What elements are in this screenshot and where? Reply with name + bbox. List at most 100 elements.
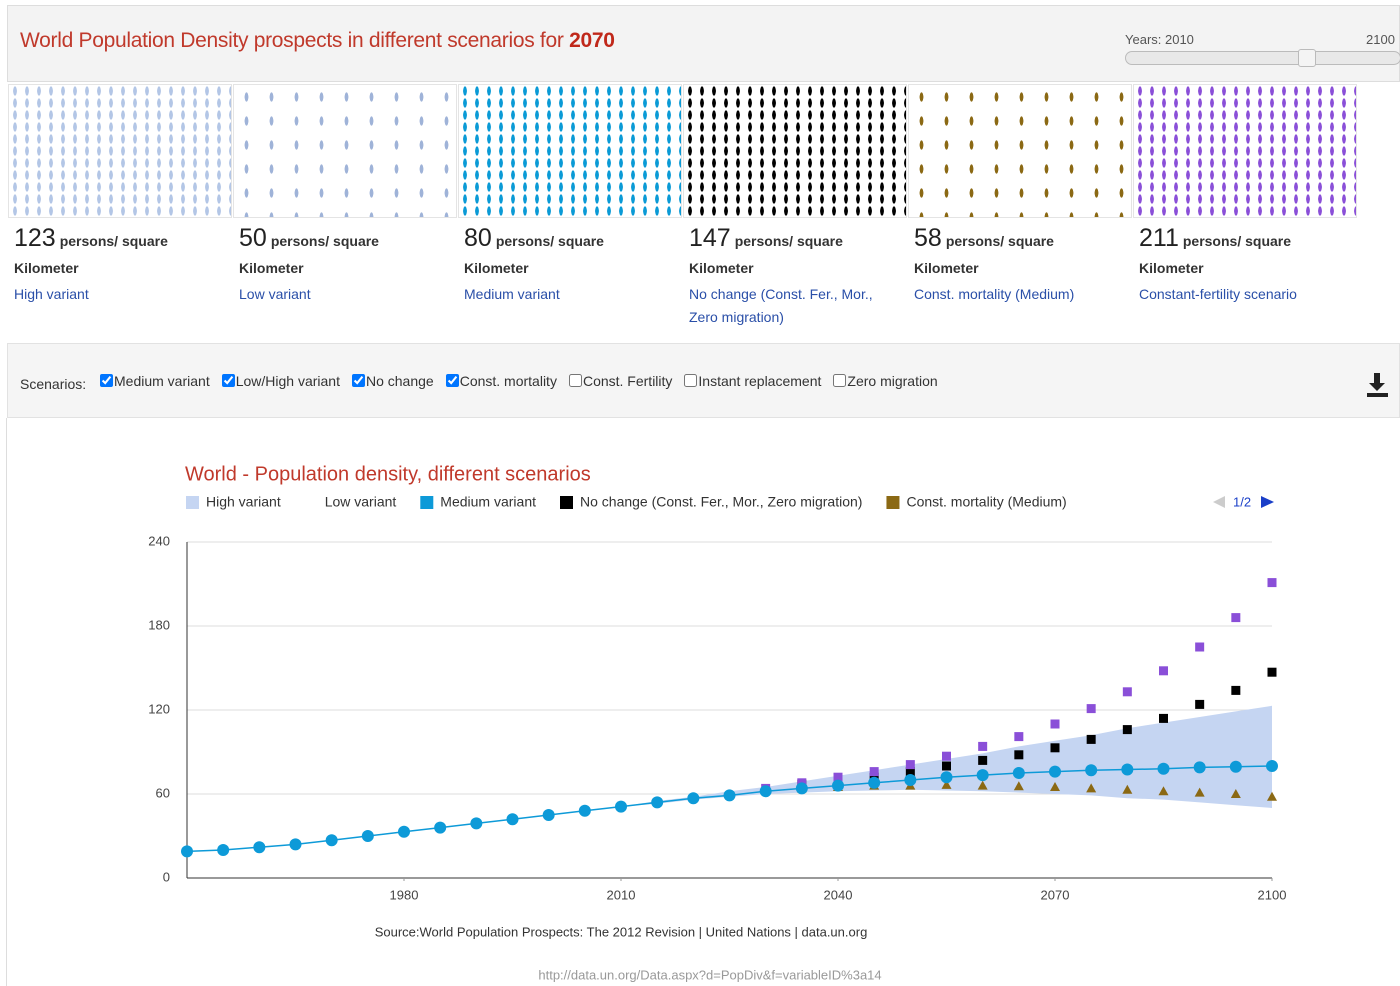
download-icon[interactable]	[1366, 371, 1390, 399]
point	[1159, 666, 1168, 676]
point	[1158, 786, 1169, 796]
point	[1086, 704, 1096, 714]
point	[1194, 787, 1205, 797]
point	[1086, 783, 1097, 793]
point	[1230, 789, 1241, 798]
card-value: 123 persons/ square	[14, 224, 168, 253]
point	[1050, 782, 1060, 791]
x-tick-label: 2070	[1041, 887, 1070, 902]
point	[868, 776, 881, 789]
card-number: 50	[239, 224, 267, 252]
point	[1159, 713, 1168, 723]
point	[687, 792, 700, 805]
point	[941, 779, 952, 789]
scenario-checkbox[interactable]	[351, 374, 365, 387]
point	[1122, 687, 1132, 697]
point	[1231, 685, 1241, 695]
point	[1229, 760, 1242, 773]
stat-card: 80 persons/ square Kilometer Medium variant	[458, 84, 682, 302]
point	[578, 804, 591, 817]
card-label: High variant	[14, 286, 89, 302]
scenario-checkbox[interactable]	[445, 374, 459, 387]
card-number: 80	[464, 224, 492, 252]
scenario-option[interactable]: Instant replacement	[684, 373, 821, 389]
card-number: 147	[689, 224, 731, 252]
point	[832, 779, 844, 792]
point	[1195, 642, 1205, 652]
scenario-checkbox[interactable]	[568, 374, 582, 387]
card-value: 50 persons/ square	[239, 224, 379, 253]
stat-card: 211 persons/ square Kilometer Constant-fert…	[1133, 84, 1357, 302]
scenario-name: Const. mortality	[459, 373, 557, 389]
scenario-option[interactable]: Const. Fertility	[568, 373, 673, 389]
point	[361, 830, 374, 842]
y-tick-label: 0	[163, 869, 170, 884]
legend-swatch	[420, 496, 434, 509]
point	[506, 813, 519, 826]
scenario-checkbox[interactable]	[833, 374, 847, 387]
legend-next[interactable]	[1261, 496, 1274, 508]
scenario-option[interactable]: Medium variant	[100, 373, 210, 389]
legend-page: 1/2	[1233, 494, 1251, 509]
point	[1012, 767, 1025, 779]
point	[795, 782, 808, 795]
point	[651, 796, 664, 809]
point	[1193, 761, 1206, 774]
scenario-checkbox[interactable]	[684, 374, 698, 387]
scenario-checkbox[interactable]	[100, 374, 113, 387]
scenario-option[interactable]: Zero migration	[833, 373, 938, 389]
legend-label: Medium variant	[440, 494, 536, 510]
y-tick-label: 60	[156, 785, 170, 800]
chart-title: World - Population density, different sc…	[185, 463, 591, 485]
point	[1085, 764, 1098, 777]
point	[253, 841, 266, 854]
legend-label: Low variant	[325, 494, 397, 510]
scenario-name: Medium variant	[114, 373, 210, 389]
scenario-option[interactable]: Low/High variant	[221, 373, 340, 389]
scenario-name: Zero migration	[847, 373, 938, 389]
card-unit: persons/ square	[734, 233, 843, 249]
point	[1267, 578, 1277, 588]
point	[325, 834, 338, 847]
card-unit-line2: Kilometer	[464, 260, 529, 276]
point	[434, 821, 447, 834]
legend-label: No change (Const. Fer., Mor., Zero migra…	[580, 494, 862, 510]
point	[976, 769, 989, 782]
card-number: 211	[1139, 224, 1179, 252]
card-unit-line2: Kilometer	[914, 260, 979, 276]
title-year: 2070	[569, 29, 615, 52]
card-value: 211 persons/ square	[1139, 224, 1291, 253]
point	[1122, 725, 1132, 735]
x-tick-label: 2100	[1258, 887, 1287, 902]
card-unit: persons/ square	[1182, 233, 1292, 249]
scenario-checkbox[interactable]	[221, 374, 235, 387]
pictogram	[683, 84, 907, 218]
slider-max-label: 2100	[1366, 32, 1395, 47]
page-title: World Population Density prospects in di…	[20, 29, 615, 53]
slider-thumb[interactable]	[1298, 49, 1316, 67]
chart: World - Population density, different sc…	[148, 463, 1287, 982]
x-tick-label: 2040	[824, 887, 853, 902]
legend-prev[interactable]	[1213, 496, 1225, 508]
card-unit-line2: Kilometer	[689, 260, 754, 276]
scenario-option[interactable]: No change	[351, 373, 434, 389]
pictogram	[908, 84, 1132, 218]
scenario-name: Const. Fertility	[582, 373, 673, 389]
point	[723, 789, 736, 802]
scenario-name: Low/High variant	[235, 373, 340, 389]
point	[1267, 667, 1277, 677]
year-slider[interactable]	[1125, 49, 1400, 67]
pictogram	[233, 84, 457, 218]
title-text: World Population Density prospects in di…	[20, 29, 564, 52]
point	[1267, 791, 1277, 801]
point	[977, 780, 988, 790]
chart-source: Source:World Population Prospects: The 2…	[375, 924, 868, 939]
point	[470, 817, 483, 830]
point	[289, 838, 302, 851]
scenario-option[interactable]: Const. mortality	[445, 373, 557, 389]
legend-label: Const. mortality (Medium)	[906, 494, 1066, 510]
legend-swatch	[886, 496, 900, 509]
card-unit: persons/ square	[495, 233, 604, 249]
card-unit-line2: Kilometer	[14, 260, 79, 276]
panel-border	[6, 418, 7, 986]
